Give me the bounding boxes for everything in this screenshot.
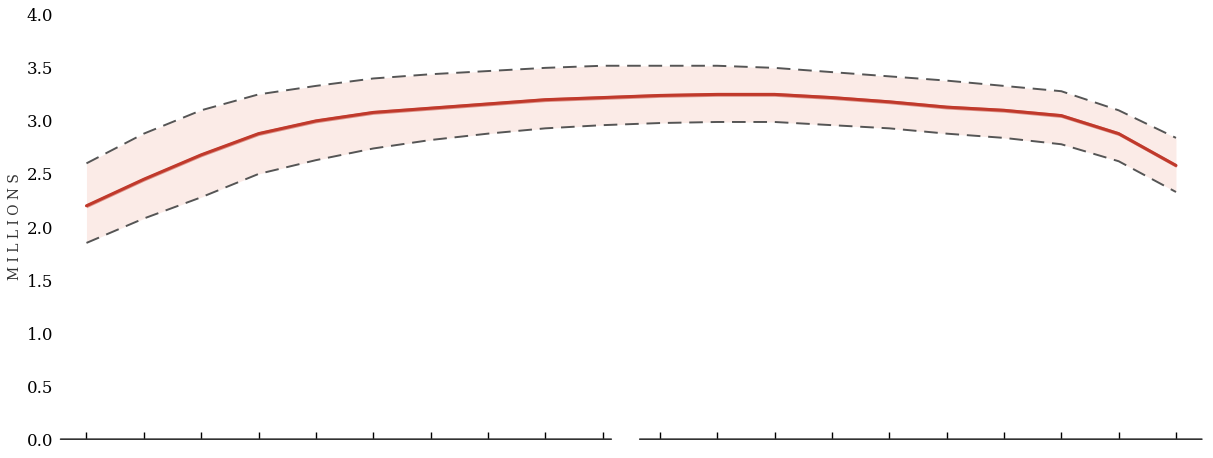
Y-axis label: M I L L I O N S: M I L L I O N S	[8, 174, 22, 280]
